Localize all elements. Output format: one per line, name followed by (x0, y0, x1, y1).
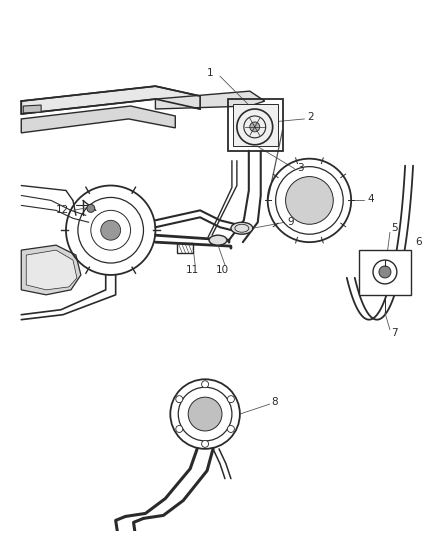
Polygon shape (26, 250, 77, 290)
Bar (177, 243, 193, 253)
Polygon shape (23, 105, 41, 113)
Text: 10: 10 (215, 265, 229, 275)
Text: 4: 4 (367, 195, 374, 205)
Circle shape (188, 397, 222, 431)
Text: 2: 2 (307, 112, 314, 122)
Bar (228, 99, 283, 151)
Text: 1: 1 (206, 68, 213, 78)
Polygon shape (21, 245, 81, 295)
Text: 6: 6 (415, 237, 421, 247)
Text: 12: 12 (56, 205, 69, 215)
Circle shape (101, 220, 120, 240)
Ellipse shape (231, 222, 253, 234)
Bar (359, 250, 411, 295)
Circle shape (286, 176, 333, 224)
Text: 5: 5 (391, 223, 398, 233)
Circle shape (87, 204, 95, 212)
Circle shape (201, 440, 208, 447)
Circle shape (227, 425, 234, 432)
Text: 7: 7 (391, 328, 398, 337)
Circle shape (227, 395, 234, 402)
Circle shape (176, 395, 183, 402)
Polygon shape (21, 106, 175, 133)
Ellipse shape (209, 235, 227, 245)
Text: 3: 3 (297, 163, 304, 173)
Polygon shape (155, 91, 265, 109)
Polygon shape (21, 86, 200, 114)
Text: 11: 11 (186, 265, 199, 275)
Text: 8: 8 (272, 397, 278, 407)
Circle shape (250, 122, 260, 132)
Circle shape (379, 266, 391, 278)
Circle shape (201, 381, 208, 387)
Text: 9: 9 (288, 217, 294, 227)
Circle shape (176, 425, 183, 432)
Bar (233, 104, 278, 146)
